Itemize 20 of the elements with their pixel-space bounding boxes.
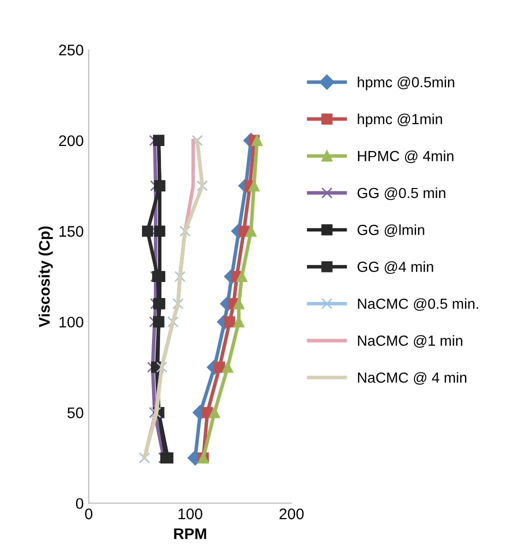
x-axis-title: RPM (174, 528, 206, 539)
y-tick-label: 200 (59, 135, 84, 146)
y-axis-title: Viscosity (Cp) (38, 226, 53, 328)
legend-label: GG @0.5 min (358, 187, 446, 200)
x-tick-label: 100 (178, 508, 202, 520)
legend-label: GG @lmin (358, 224, 424, 237)
legend-label: NaCMC @1 min (358, 335, 462, 348)
y-tick-label: 50 (67, 407, 84, 418)
x-tick-label: 200 (280, 508, 304, 520)
x-tick-label: 0 (85, 508, 92, 520)
y-tick-label: 0 (76, 498, 84, 509)
legend-label: hpmc @0.5min (358, 76, 454, 90)
legend-label: NaCMC @0.5 min. (358, 298, 478, 311)
y-tick-label: 250 (59, 44, 84, 56)
y-tick-label: 150 (60, 226, 84, 237)
legend-label: hpmc @1min (358, 114, 442, 128)
y-tick-label: 100 (60, 316, 84, 328)
legend-label: GG @4 min (358, 261, 434, 274)
legend-label: HPMC @ 4min (358, 150, 454, 164)
legend-label: NaCMC @ 4 min (358, 372, 466, 385)
